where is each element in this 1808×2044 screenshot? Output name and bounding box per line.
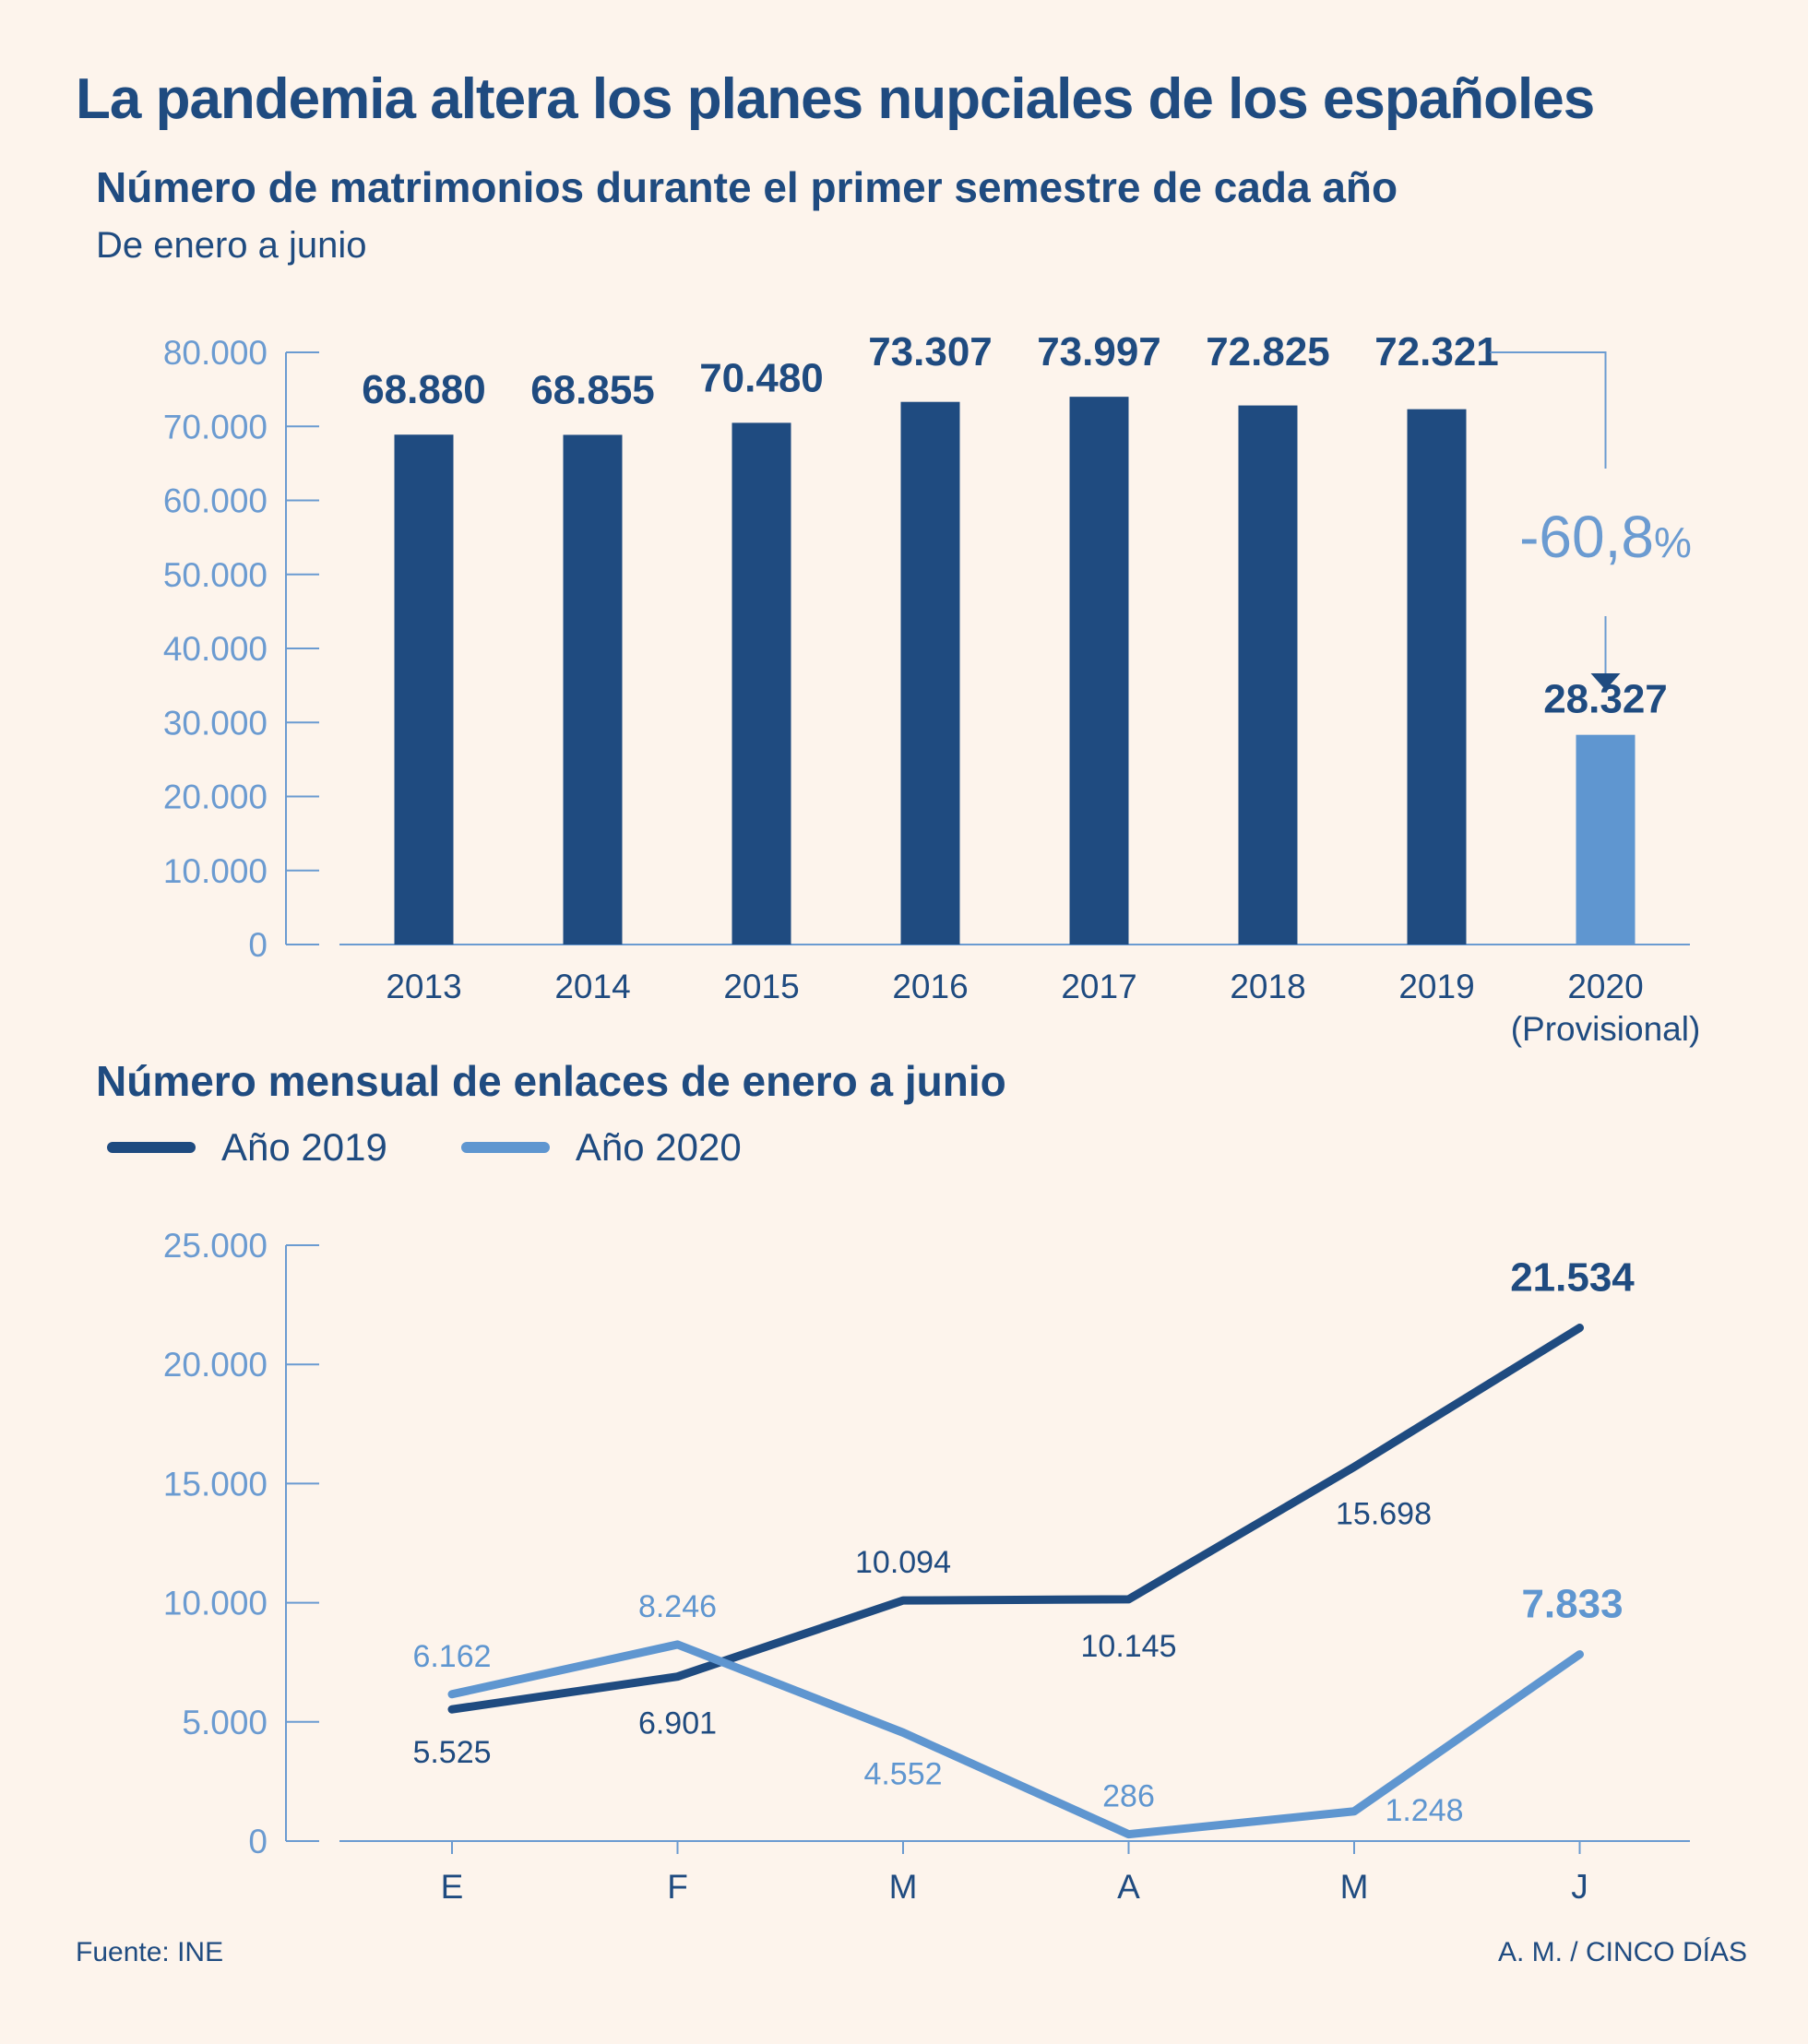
- x-tick-sublabel: (Provisional): [1511, 1010, 1701, 1048]
- x-tick-label: 2016: [892, 968, 968, 1005]
- y-tick-label: 40.000: [163, 630, 268, 668]
- point-label-2020: 7.833: [1521, 1582, 1623, 1627]
- point-label-2020: 4.552: [863, 1756, 942, 1791]
- legend-item-2019: Año 2019: [107, 1125, 387, 1170]
- bar-2018: [1238, 405, 1298, 945]
- x-tick-label: 2013: [386, 968, 461, 1005]
- page-title: La pandemia altera los planes nupciales …: [76, 67, 1595, 131]
- annotation-percent-unit: %: [1654, 518, 1692, 566]
- point-label-2019: 10.145: [1081, 1629, 1177, 1664]
- point-label-2019: 21.534: [1510, 1255, 1635, 1301]
- y-tick-label: 50.000: [163, 556, 268, 594]
- credit-note: A. M. / CINCO DÍAS: [1497, 1937, 1747, 1967]
- bar-value-label: 70.480: [699, 355, 824, 400]
- legend-swatch-2020: [460, 1142, 550, 1153]
- legend-swatch-2019: [107, 1142, 196, 1153]
- x-tick-label: 2015: [723, 968, 799, 1005]
- bar-value-label: 72.825: [1206, 329, 1330, 374]
- point-label-2019: 6.901: [638, 1706, 717, 1741]
- y-tick-label: 20.000: [163, 1346, 268, 1384]
- y-tick-label: 5.000: [182, 1704, 268, 1741]
- point-label-2019: 10.094: [855, 1545, 951, 1580]
- bar-2020: [1576, 734, 1636, 945]
- line-chart-legend: Año 2019 Año 2020: [107, 1125, 815, 1170]
- bar-2017: [1069, 397, 1129, 945]
- bar-2015: [732, 422, 791, 945]
- bar-value-label: 68.880: [362, 367, 486, 412]
- legend-label-2019: Año 2019: [221, 1125, 387, 1169]
- bar-2013: [394, 434, 454, 945]
- y-tick-label: 0: [248, 1823, 268, 1860]
- point-label-2020: 6.162: [412, 1639, 491, 1674]
- line-chart: 0 5.000 10.000 15.000 20.000 25.000 E F M A M J 5.52…: [163, 1227, 1690, 1906]
- point-label-2020: 1.248: [1385, 1793, 1463, 1828]
- y-tick-label: 70.000: [163, 408, 268, 446]
- bar-value-label: 73.997: [1037, 329, 1161, 374]
- x-tick-label: 2017: [1061, 968, 1136, 1005]
- y-tick-label: 25.000: [163, 1227, 268, 1265]
- bar-chart: 0 10.000 20.000 30.000 40.000 50.000 60.000 70.…: [163, 329, 1701, 1048]
- y-tick-label: 30.000: [163, 704, 268, 742]
- bar-chart-title: Número de matrimonios durante el primer …: [96, 163, 1398, 211]
- line-series-2020: [447, 1640, 1584, 1839]
- x-tick-label: M: [889, 1868, 918, 1906]
- point-label-2019: 5.525: [412, 1735, 491, 1770]
- line-series-2019: [447, 1324, 1584, 1714]
- x-tick-label: 2018: [1230, 968, 1305, 1005]
- y-tick-label: 10.000: [163, 1585, 268, 1622]
- bar-value-label: 68.855: [530, 367, 655, 412]
- x-tick-label: 2014: [554, 968, 630, 1005]
- x-tick-label: E: [441, 1868, 464, 1906]
- point-label-2019: 15.698: [1336, 1496, 1432, 1531]
- y-tick-label: 15.000: [163, 1465, 268, 1503]
- x-tick-label: M: [1340, 1868, 1369, 1906]
- x-tick-label: J: [1571, 1868, 1588, 1906]
- legend-label-2020: Año 2020: [575, 1125, 742, 1169]
- y-tick-label: 20.000: [163, 778, 268, 816]
- y-tick-label: 0: [248, 926, 268, 964]
- x-tick-label: F: [667, 1868, 688, 1906]
- annotation-arrow-head: [1590, 673, 1621, 690]
- annotation-connector: [1490, 351, 1607, 469]
- annotation-percent-label: -60,8%: [1519, 504, 1692, 570]
- bar-2019: [1407, 409, 1467, 945]
- x-tick-label: 2019: [1398, 968, 1474, 1005]
- y-tick-label: 10.000: [163, 852, 268, 890]
- bar-2016: [900, 401, 960, 945]
- bar-value-label: 72.321: [1374, 329, 1499, 374]
- y-tick-label: 80.000: [163, 334, 268, 372]
- x-tick-label: A: [1117, 1868, 1140, 1906]
- source-note: Fuente: INE: [76, 1937, 224, 1967]
- bar-2014: [563, 434, 623, 945]
- bar-chart-note: De enero a junio: [96, 225, 367, 266]
- bar-value-label: 73.307: [868, 329, 993, 374]
- annotation-percent-value: -60,8: [1519, 504, 1654, 570]
- x-tick-label: 2020: [1567, 968, 1643, 1005]
- y-tick-label: 60.000: [163, 482, 268, 520]
- point-label-2020: 286: [1102, 1779, 1155, 1814]
- line-chart-title: Número mensual de enlaces de enero a jun…: [96, 1057, 1006, 1105]
- point-label-2020: 8.246: [638, 1589, 717, 1624]
- legend-item-2020: Año 2020: [460, 1125, 742, 1170]
